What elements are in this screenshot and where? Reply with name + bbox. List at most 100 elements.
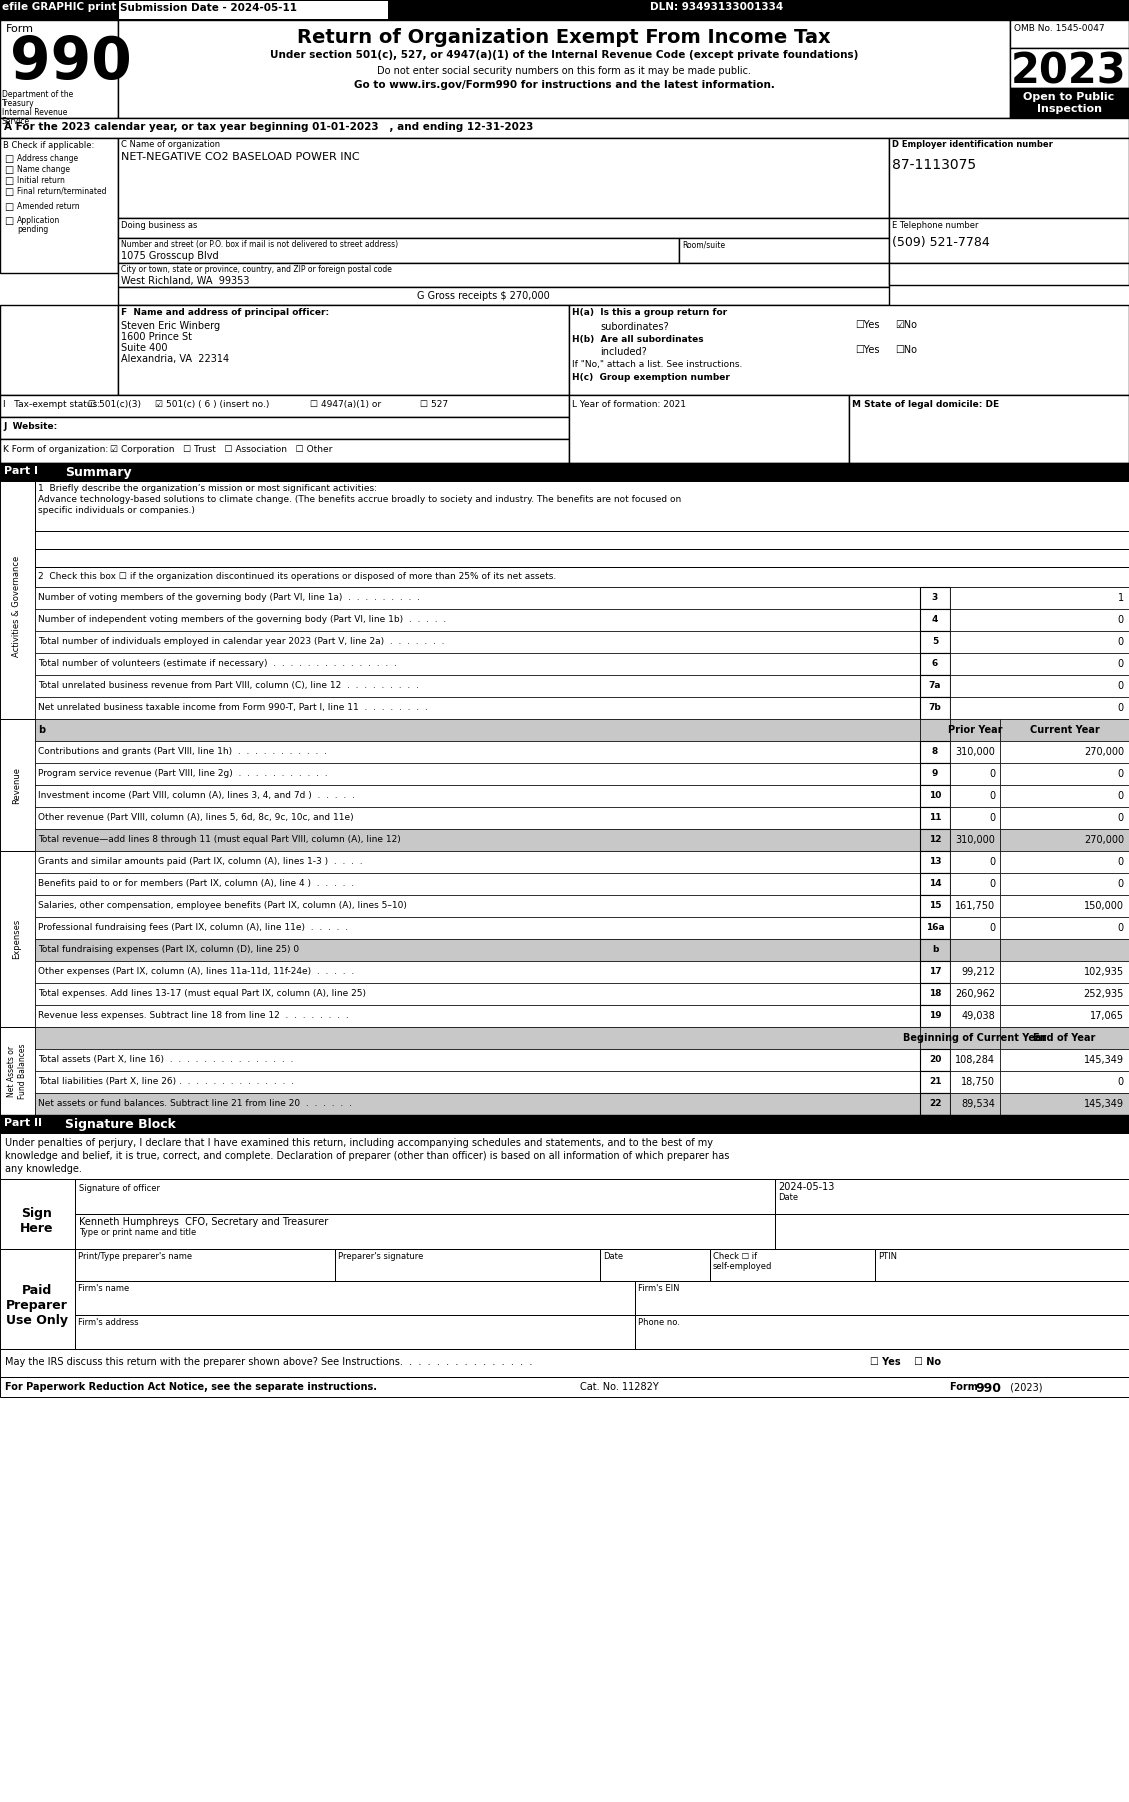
Bar (949, 939, 1000, 960)
Text: b: b (38, 724, 45, 735)
Bar (0, 851, 35, 1027)
Text: 0: 0 (989, 923, 995, 933)
Bar (920, 1070, 949, 1094)
Bar (949, 587, 1129, 609)
Text: 16a: 16a (926, 923, 944, 932)
Bar (949, 697, 1129, 719)
Bar (920, 1049, 949, 1070)
Bar (0, 481, 35, 732)
Bar (889, 263, 1129, 285)
Text: K Form of organization:: K Form of organization: (3, 445, 108, 454)
Text: Firm's address: Firm's address (78, 1317, 139, 1326)
Bar (35, 631, 920, 652)
Text: 0: 0 (989, 791, 995, 802)
Text: Form: Form (6, 23, 34, 34)
Text: Sign
Here: Sign Here (20, 1207, 54, 1234)
Bar (35, 652, 920, 676)
Text: F  Name and address of principal officer:: F Name and address of principal officer: (121, 308, 330, 317)
Text: Return of Organization Exempt From Income Tax: Return of Organization Exempt From Incom… (297, 29, 831, 47)
Text: 1: 1 (1118, 593, 1124, 604)
Bar (949, 872, 1000, 896)
Text: 3: 3 (931, 593, 938, 602)
Bar (1000, 741, 1129, 762)
Text: 4: 4 (931, 614, 938, 623)
Bar (1000, 786, 1129, 807)
Text: Internal Revenue: Internal Revenue (2, 108, 68, 117)
Bar (920, 1027, 949, 1049)
Text: 17: 17 (929, 968, 942, 977)
Bar (1000, 829, 1129, 851)
Text: 310,000: 310,000 (955, 748, 995, 757)
Bar (920, 676, 949, 697)
Text: 0: 0 (989, 813, 995, 824)
Bar (35, 568, 1129, 587)
Bar (35, 960, 920, 984)
Text: 0: 0 (989, 769, 995, 778)
Text: Cat. No. 11282Y: Cat. No. 11282Y (580, 1382, 658, 1391)
Bar (1000, 1070, 1129, 1094)
Text: 0: 0 (1118, 614, 1124, 625)
Text: Total number of volunteers (estimate if necessary)  .  .  .  .  .  .  .  .  .  .: Total number of volunteers (estimate if … (38, 660, 397, 669)
Bar (1000, 1094, 1129, 1115)
Bar (949, 762, 1000, 786)
Bar (35, 741, 920, 762)
Bar (1000, 984, 1129, 1006)
Bar (35, 676, 920, 697)
Text: Doing business as: Doing business as (121, 222, 198, 231)
Text: Number of voting members of the governing body (Part VI, line 1a)  .  .  .  .  .: Number of voting members of the governin… (38, 593, 420, 602)
Bar (335, 1249, 599, 1281)
Text: 11: 11 (929, 813, 942, 822)
Bar (949, 741, 1000, 762)
Text: Part I: Part I (5, 467, 38, 476)
Text: E Telephone number: E Telephone number (892, 222, 979, 231)
Bar (634, 1281, 1129, 1315)
Bar (0, 1377, 1129, 1397)
Bar (569, 395, 849, 463)
Text: Total assets (Part X, line 16)  .  .  .  .  .  .  .  .  .  .  .  .  .  .  .: Total assets (Part X, line 16) . . . . .… (38, 1054, 294, 1063)
Bar (119, 20, 1010, 117)
Bar (35, 1049, 920, 1070)
Text: ☐ 501(c)(3): ☐ 501(c)(3) (88, 400, 141, 409)
Text: Final return/terminated: Final return/terminated (17, 187, 106, 196)
Text: West Richland, WA  99353: West Richland, WA 99353 (121, 276, 250, 287)
Text: 7a: 7a (929, 681, 942, 690)
Text: Other revenue (Part VIII, column (A), lines 5, 6d, 8c, 9c, 10c, and 11e): Other revenue (Part VIII, column (A), li… (38, 813, 353, 822)
Bar (774, 1215, 1129, 1249)
Bar (1000, 917, 1129, 939)
Text: 18: 18 (929, 989, 942, 998)
Text: efile GRAPHIC print: efile GRAPHIC print (2, 2, 116, 13)
Text: (509) 521-7784: (509) 521-7784 (892, 236, 990, 249)
Text: 20: 20 (929, 1054, 942, 1063)
Text: H(c)  Group exemption number: H(c) Group exemption number (572, 373, 729, 382)
Text: H(b)  Are all subordinates: H(b) Are all subordinates (572, 335, 703, 344)
Bar (35, 719, 920, 741)
Bar (35, 587, 920, 609)
Bar (1000, 939, 1129, 960)
Bar (949, 851, 1000, 872)
Text: Net unrelated business taxable income from Form 990-T, Part I, line 11  .  .  . : Net unrelated business taxable income fr… (38, 703, 428, 712)
Text: L Year of formation: 2021: L Year of formation: 2021 (572, 400, 686, 409)
Bar (1000, 762, 1129, 786)
Bar (1000, 807, 1129, 829)
Bar (35, 984, 920, 1006)
Bar (1000, 872, 1129, 896)
Bar (0, 117, 1129, 139)
Text: 161,750: 161,750 (955, 901, 995, 912)
Bar (920, 960, 949, 984)
Text: knowledge and belief, it is true, correct, and complete. Declaration of preparer: knowledge and belief, it is true, correc… (5, 1151, 729, 1160)
Text: □: □ (5, 187, 14, 196)
Bar (920, 609, 949, 631)
Bar (949, 960, 1000, 984)
Bar (920, 829, 949, 851)
Text: Summary: Summary (65, 467, 132, 479)
Bar (119, 218, 889, 238)
Text: End of Year: End of Year (1033, 1033, 1095, 1043)
Text: □: □ (5, 202, 14, 213)
Text: (2023): (2023) (1007, 1382, 1042, 1391)
Bar (949, 719, 1000, 741)
Bar (35, 896, 920, 917)
Text: subordinates?: subordinates? (599, 323, 668, 332)
Text: Alexandria, VA  22314: Alexandria, VA 22314 (121, 353, 229, 364)
Text: H(a)  Is this a group return for: H(a) Is this a group return for (572, 308, 727, 317)
Text: 19: 19 (929, 1011, 942, 1020)
